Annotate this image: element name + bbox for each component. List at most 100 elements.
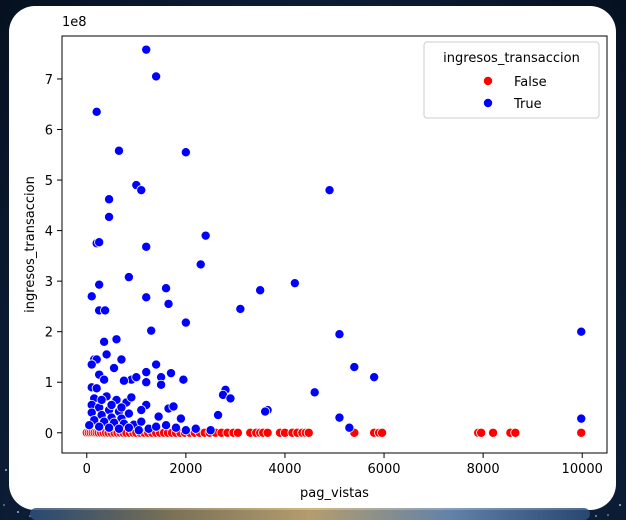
data-point-true	[151, 71, 162, 82]
data-point-true	[168, 401, 179, 412]
data-point-false	[576, 427, 587, 438]
data-point-true	[106, 399, 117, 410]
data-point-true	[175, 413, 186, 424]
data-point-true	[136, 185, 147, 196]
data-point-true	[195, 259, 206, 270]
data-point-true	[91, 383, 102, 394]
data-point-true	[113, 145, 124, 156]
data-point-true	[178, 374, 189, 385]
legend-title: ingresos_transaccion	[443, 51, 580, 66]
data-point-true	[84, 420, 95, 431]
data-point-true	[576, 413, 587, 424]
legend-entry-label: True	[513, 97, 542, 112]
data-point-true	[116, 354, 127, 365]
y-tick-label: 5	[45, 174, 53, 189]
data-point-true	[136, 416, 147, 427]
data-point-true	[141, 241, 152, 252]
y-tick-label: 4	[45, 225, 53, 240]
data-point-true	[205, 425, 216, 436]
data-point-true	[349, 362, 360, 373]
y-tick-label: 1	[45, 376, 53, 391]
data-point-true	[576, 326, 587, 337]
y-tick-label: 6	[45, 124, 53, 139]
data-point-true	[141, 44, 152, 55]
data-point-true	[161, 283, 172, 294]
x-tick-label: 8000	[467, 462, 500, 477]
data-point-true	[123, 408, 134, 419]
data-point-true	[151, 359, 162, 370]
data-point-true	[99, 374, 110, 385]
data-point-true	[213, 410, 224, 421]
data-point-true	[94, 237, 105, 248]
x-tick-label: 6000	[367, 462, 400, 477]
data-point-false	[377, 427, 388, 438]
y-tick-label: 0	[45, 427, 53, 442]
data-point-true	[141, 377, 152, 388]
data-point-true	[100, 305, 111, 316]
data-point-true	[200, 230, 211, 241]
x-tick-label: 0	[83, 462, 91, 477]
data-point-true	[126, 392, 137, 403]
data-point-true	[309, 387, 320, 398]
background-glow	[30, 508, 590, 520]
data-point-true	[104, 422, 115, 433]
data-point-true	[123, 272, 134, 283]
data-point-true	[111, 334, 122, 345]
data-point-true	[235, 303, 246, 314]
data-point-true	[131, 372, 142, 383]
data-point-true	[344, 422, 355, 433]
data-point-false	[488, 427, 499, 438]
data-point-true	[101, 349, 112, 360]
data-point-true	[104, 211, 115, 222]
data-point-true	[133, 425, 144, 436]
data-point-false	[232, 427, 243, 438]
data-point-true	[334, 412, 345, 423]
data-point-true	[146, 325, 157, 336]
data-point-true	[180, 425, 191, 436]
data-point-false	[510, 427, 521, 438]
data-point-true	[161, 420, 172, 431]
plot-frame	[61, 35, 608, 454]
data-point-true	[180, 317, 191, 328]
data-point-true	[116, 402, 127, 413]
data-point-true	[99, 336, 110, 347]
data-point-false	[476, 427, 487, 438]
legend-box	[423, 41, 600, 119]
data-point-true	[190, 423, 201, 434]
data-point-true	[334, 329, 345, 340]
x-tick-label: 10000	[562, 462, 603, 477]
data-point-true	[109, 363, 120, 374]
data-point-true	[170, 422, 181, 433]
legend-marker-true	[482, 98, 493, 109]
y-axis-label: ingresos_transaccion	[23, 176, 38, 313]
data-point-false	[303, 427, 314, 438]
data-point-true	[151, 421, 162, 432]
y-tick-label: 3	[45, 275, 53, 290]
data-point-true	[324, 185, 335, 196]
data-point-true	[123, 422, 134, 433]
data-point-true	[289, 278, 300, 289]
data-point-true	[86, 291, 97, 302]
data-point-true	[113, 423, 124, 434]
x-axis-label: pag_vistas	[300, 486, 369, 501]
data-point-true	[94, 279, 105, 290]
legend-marker-false	[482, 76, 493, 87]
data-point-true	[136, 405, 147, 416]
data-point-true	[104, 194, 115, 205]
legend-entry-label: False	[514, 75, 547, 90]
data-point-false	[262, 427, 273, 438]
x-tick-label: 2000	[169, 462, 202, 477]
x-tick-label: 4000	[268, 462, 301, 477]
data-point-true	[91, 106, 102, 117]
y-tick-label: 7	[45, 73, 53, 88]
data-point-true	[86, 359, 97, 370]
y-scale-label: 1e8	[62, 15, 87, 30]
data-point-true	[153, 411, 164, 422]
data-point-true	[96, 394, 107, 405]
data-point-true	[255, 285, 266, 296]
data-point-true	[118, 375, 129, 386]
data-point-true	[163, 298, 174, 309]
data-point-true	[225, 393, 236, 404]
data-point-true	[156, 379, 167, 390]
